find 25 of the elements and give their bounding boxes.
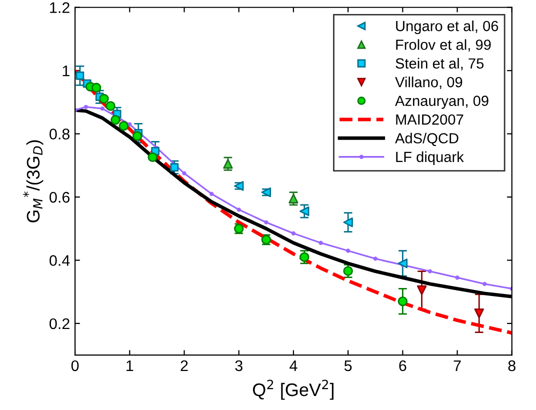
x-tick-label: 5 — [344, 360, 352, 372]
y-tick-label: 0.2 — [50, 318, 70, 330]
legend-label: Ungaro et al, 06 — [396, 20, 498, 34]
x-tick-label: 6 — [399, 360, 406, 372]
y-tick-label: 1 — [62, 66, 70, 76]
legend-label: Villano, 09 — [395, 76, 462, 90]
y-tick-label: 0.6 — [50, 192, 70, 203]
legend-label: AdS/QCD — [395, 132, 458, 146]
x-axis-title: Q$^{2}$ [GeV$^{2}$] — [252, 380, 334, 400]
x-tick-label: 7 — [454, 360, 461, 371]
x-tick-label: 0 — [71, 360, 79, 372]
y-tick-label: 0.4 — [50, 255, 70, 266]
legend-label: Frolov et al, 99 — [396, 39, 491, 52]
y-tick-label: 1.2 — [50, 2, 70, 13]
y-axis-title: G$_{M}$$^{*}$/(3G$_{D}$) — [23, 140, 44, 222]
legend-label: LF diquark — [396, 151, 464, 165]
x-tick-label: 3 — [235, 360, 242, 372]
y-tick-label: 0.8 — [50, 128, 70, 140]
x-tick-label: 1 — [126, 360, 134, 371]
legend-label: Stein et al, 75 — [396, 58, 484, 70]
legend-label: MAID2007 — [396, 114, 464, 125]
x-tick-label: 4 — [290, 360, 298, 371]
x-tick-label: 2 — [180, 360, 188, 371]
legend-label: Aznauryan, 09 — [395, 96, 488, 109]
x-tick-label: 8 — [508, 360, 516, 372]
